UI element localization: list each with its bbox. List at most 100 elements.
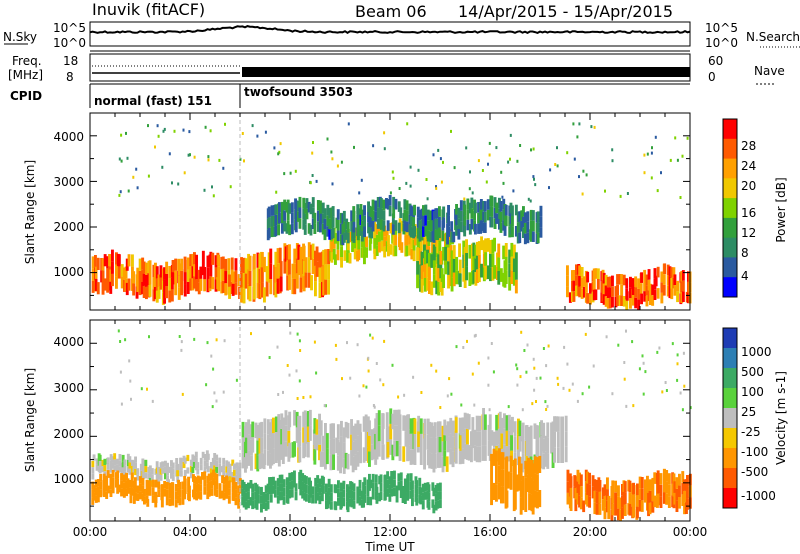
heatmap-cell (282, 496, 286, 505)
heatmap-cell (252, 269, 256, 285)
heatmap-cell (222, 484, 226, 493)
heatmap-cell (171, 462, 175, 469)
heatmap-cell (213, 453, 217, 460)
heatmap-cell (482, 222, 486, 233)
heatmap-cell (513, 475, 517, 493)
heatmap-cell (512, 272, 516, 286)
heatmap-cell (136, 493, 140, 501)
heatmap-cell (415, 497, 419, 506)
heatmap-cell (523, 233, 527, 245)
heatmap-speck (638, 367, 641, 371)
heatmap-speck (379, 378, 382, 382)
heatmap-cell (327, 495, 331, 505)
heatmap-cell (416, 247, 419, 261)
heatmap-cell (443, 450, 447, 467)
heatmap-cell (432, 246, 436, 261)
heatmap-cell (436, 218, 439, 230)
heatmap-cell (132, 271, 136, 284)
heatmap-cell (262, 492, 266, 501)
heatmap-cell (305, 208, 309, 220)
heatmap-cell (512, 258, 516, 272)
heatmap-cell (616, 284, 619, 296)
heatmap-cell (191, 454, 195, 461)
heatmap-speck (211, 405, 214, 409)
heatmap-cell (575, 264, 578, 275)
heatmap-cell (408, 234, 411, 245)
heatmap-cell (329, 492, 333, 502)
heatmap-cell (470, 446, 473, 463)
heatmap-cell (342, 458, 346, 474)
heatmap-cell (339, 234, 343, 245)
heatmap-cell (318, 444, 321, 461)
heatmap-cell (147, 473, 151, 480)
heatmap-cell (272, 485, 275, 494)
heatmap-cell (217, 279, 221, 292)
heatmap-cell (680, 292, 684, 303)
heatmap-cell (504, 474, 508, 492)
heatmap-speck (148, 335, 150, 339)
heatmap-speck (367, 356, 370, 360)
power-cbar-tick-4: 4 (741, 269, 749, 283)
heatmap-cell (426, 209, 430, 221)
heatmap-cell (566, 265, 569, 276)
nave-label: Nave (754, 64, 785, 78)
heatmap-cell (266, 434, 270, 451)
heatmap-cell (407, 429, 410, 446)
heatmap-cell (139, 470, 143, 477)
heatmap-speck (147, 174, 150, 178)
heatmap-cell (189, 266, 193, 279)
heatmap-cell (325, 483, 328, 493)
heatmap-speck (130, 397, 132, 401)
heatmap-cell (377, 425, 381, 442)
heatmap-cell (617, 508, 620, 521)
heatmap-cell (236, 478, 240, 485)
heatmap-cell (653, 289, 657, 300)
heatmap-speck (136, 186, 139, 190)
heatmap-cell (203, 454, 207, 461)
heatmap-cell (430, 254, 434, 268)
heatmap-cell (588, 496, 591, 508)
heatmap-cell (510, 242, 514, 257)
heatmap-speck (430, 363, 433, 367)
heatmap-cell (522, 227, 525, 238)
heatmap-speck (665, 389, 668, 392)
heatmap-cell (419, 250, 422, 265)
heatmap-cell (311, 243, 315, 259)
heatmap-cell (105, 475, 109, 484)
heatmap-cell (505, 446, 509, 462)
heatmap-speck (340, 160, 343, 164)
heatmap-cell (442, 206, 446, 218)
heatmap-cell (495, 430, 499, 446)
heatmap-cell (668, 276, 672, 288)
colorbar-swatch (723, 237, 737, 258)
heatmap-cell (251, 492, 255, 501)
heatmap-cell (138, 282, 142, 296)
heatmap-cell (409, 216, 413, 227)
heatmap-cell (370, 227, 374, 239)
heatmap-cell (578, 286, 582, 298)
heatmap-cell (510, 435, 513, 451)
heatmap-cell (336, 230, 340, 242)
heatmap-speck (488, 153, 491, 157)
heatmap-speck (660, 171, 662, 175)
heatmap-speck (324, 404, 327, 408)
heatmap-cell (142, 460, 145, 467)
heatmap-speck (592, 364, 595, 368)
heatmap-cell (518, 420, 522, 437)
heatmap-cell (436, 483, 440, 492)
heatmap-cell (258, 422, 262, 439)
heatmap-cell (92, 485, 96, 493)
heatmap-speck (572, 122, 575, 126)
heatmap-cell (150, 468, 154, 475)
heatmap-cell (298, 431, 302, 447)
heatmap-cell (484, 265, 488, 280)
heatmap-cell (260, 504, 263, 513)
heatmap-cell (136, 485, 140, 494)
heatmap-cell (266, 450, 270, 466)
heatmap-cell (302, 427, 306, 443)
heatmap-cell (498, 482, 501, 500)
heatmap-cell (163, 267, 166, 280)
heatmap-cell (288, 274, 291, 290)
heatmap-speck (392, 176, 395, 180)
heatmap-speck (207, 155, 210, 159)
